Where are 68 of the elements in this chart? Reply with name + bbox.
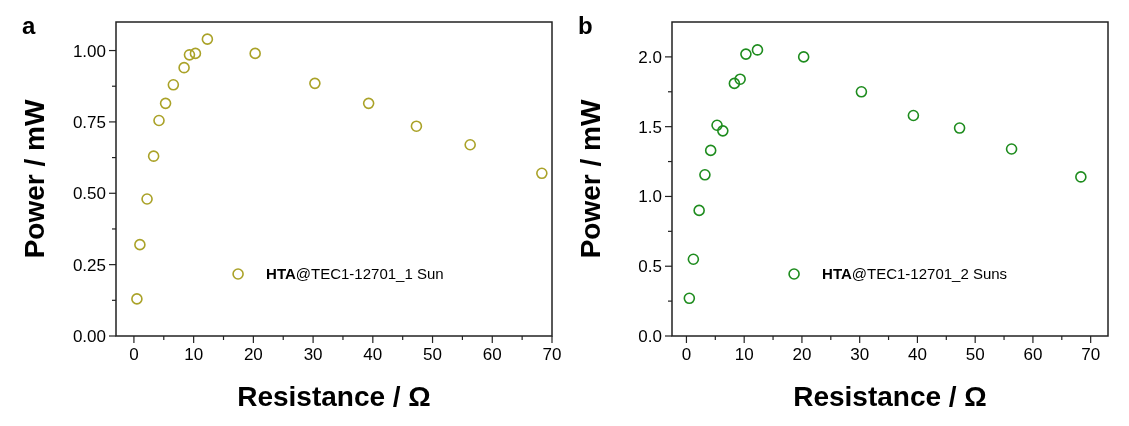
legend-label: HTA@TEC1-12701_2 Suns [822, 265, 1008, 282]
point [189, 47, 202, 60]
point [249, 47, 261, 60]
point [362, 97, 375, 110]
y-tick-label: 1.00 [72, 41, 106, 61]
point [153, 114, 165, 127]
point [751, 44, 764, 56]
x-axis-title: Resistance / Ω [237, 381, 431, 412]
x-tick-label: 20 [243, 345, 263, 364]
y-tick-label: 0.0 [638, 327, 662, 346]
x-tick-label: 10 [734, 345, 754, 364]
point [1075, 171, 1087, 183]
x-tick-label: 30 [850, 345, 870, 364]
y-tick-label: 0.00 [72, 327, 106, 346]
x-tick-label: 30 [303, 345, 323, 364]
point [717, 125, 729, 137]
point [309, 77, 321, 90]
y-axis-title: Power / mW [575, 99, 606, 259]
point [464, 138, 476, 151]
x-tick-label: 0 [681, 345, 692, 364]
point [141, 193, 153, 205]
point [693, 204, 705, 217]
x-tick-label: 0 [129, 345, 139, 364]
point [178, 61, 190, 74]
x-tick-label: 40 [907, 345, 927, 364]
point [953, 122, 966, 134]
y-tick-label: 0.5 [638, 257, 662, 277]
point [131, 293, 143, 305]
point [855, 85, 868, 98]
x-tick-label: 20 [792, 345, 812, 364]
chart-title: a [22, 12, 36, 39]
point [704, 144, 717, 157]
legend-label: HTA@TEC1-12701_1 Sun [266, 265, 444, 282]
x-tick-label: 10 [184, 345, 204, 364]
point [201, 33, 214, 45]
point [797, 51, 810, 63]
point [536, 167, 548, 180]
point [167, 79, 180, 91]
y-tick-label: 0.25 [72, 255, 106, 275]
point [699, 169, 711, 181]
point [147, 150, 160, 162]
point [740, 48, 752, 60]
x-axis-title: Resistance / Ω [793, 381, 987, 412]
point [1005, 143, 1018, 155]
x-tick-label: 70 [1081, 345, 1101, 364]
point [183, 49, 196, 61]
y-tick-label: 0.75 [72, 112, 106, 132]
y-tick-label: 1.0 [638, 187, 662, 207]
point [159, 97, 172, 110]
x-tick-label: 60 [1023, 345, 1043, 364]
chart-title: b [578, 12, 593, 39]
x-tick-label: 50 [423, 345, 443, 364]
x-tick-label: 70 [542, 345, 562, 364]
y-axis-title: Power / mW [19, 99, 50, 259]
point [907, 109, 920, 122]
point [410, 120, 423, 132]
point [728, 77, 741, 90]
y-tick-label: 1.5 [638, 117, 662, 137]
y-tick-label: 2.0 [638, 47, 662, 67]
point [734, 73, 746, 86]
point [687, 253, 700, 266]
x-tick-label: 60 [482, 345, 502, 364]
point [134, 238, 146, 251]
x-tick-label: 40 [363, 345, 383, 364]
point [711, 119, 723, 132]
y-tick-label: 0.50 [72, 184, 106, 204]
x-tick-label: 50 [965, 345, 985, 364]
point [683, 292, 696, 305]
